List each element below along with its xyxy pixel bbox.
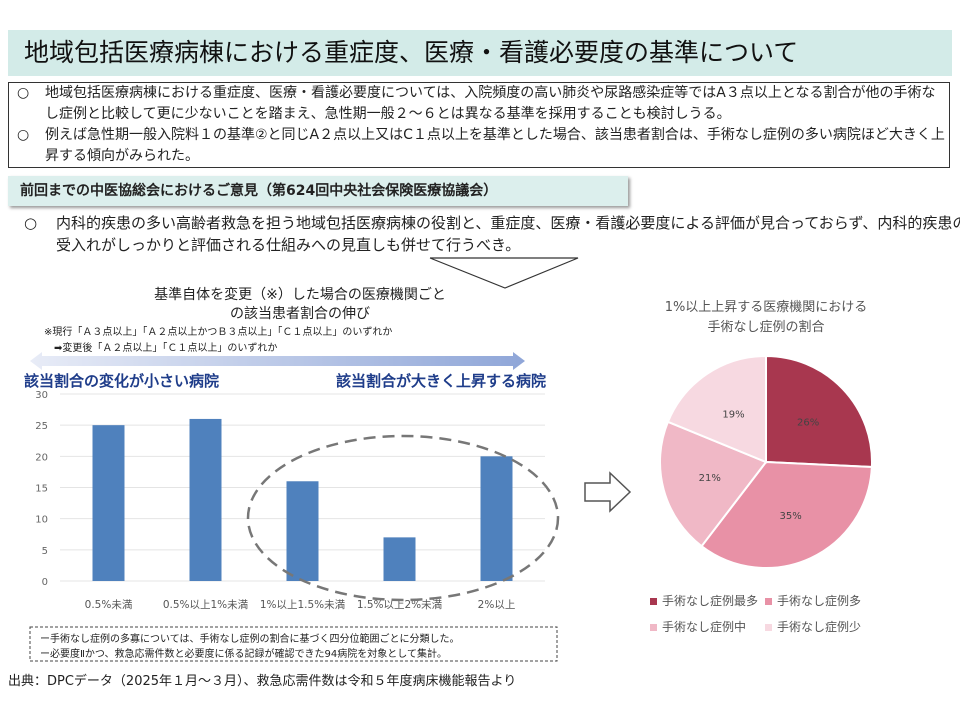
hollow-arrow-icon xyxy=(584,471,632,513)
pie-value-label: 35% xyxy=(779,511,801,522)
y-tick-label: 0 xyxy=(42,577,48,588)
y-tick-label: 15 xyxy=(35,484,48,495)
legend-item: 手術なし症例中 xyxy=(650,618,746,635)
bar-chart: 0 5 10 15 20 25 30 0.5%未満 0.5%以上1%未満 1%以上1.5%未満 1.… xyxy=(35,390,545,611)
y-tick-label: 20 xyxy=(35,452,48,463)
x-tick-label: 0.5%以上1%未満 xyxy=(163,599,249,611)
pie-slice xyxy=(659,420,768,548)
bullet-marker: ○ xyxy=(24,214,38,232)
bullet-marker: ○ xyxy=(17,85,30,101)
y-tick-label: 5 xyxy=(42,546,48,557)
opinion-item: ○ 内科的疾患の多い高齢者救急を担う地域包括医療病棟の役割と、重症度、医療・看護必… xyxy=(20,212,960,256)
x-tick-label: 2%以上 xyxy=(478,599,516,611)
pie-title: 手術なし症例の割合 xyxy=(707,320,825,335)
bar-chart-title: の該当患者割合の伸び xyxy=(230,306,370,322)
criteria-note: ※現行「Ａ３点以上」「Ａ２点以上かつＢ３点以上」「Ｃ１点以上」のいずれか xyxy=(44,327,393,338)
criteria-note: ➡変更後「Ａ２点以上」「Ｃ１点以上」のいずれか xyxy=(54,343,278,354)
pie-value-label: 26% xyxy=(797,418,819,429)
x-tick-label: 0.5%未満 xyxy=(85,599,133,611)
y-tick-label: 30 xyxy=(35,390,48,401)
summary-box: ○ 地域包括医療病棟における重症度、医療・看護必要度については、入院頻度の高い肺炎… xyxy=(8,82,950,168)
legend-item: 手術なし症例多 xyxy=(765,592,861,609)
summary-item: ○ 例えば急性期一般入院料１の基準②と同じA２点以上又はC１点以上を基準とした場合… xyxy=(9,125,949,167)
bar xyxy=(189,418,222,581)
bar xyxy=(92,425,125,581)
legend-item: 手術なし症例少 xyxy=(765,618,861,635)
legend-label: 手術なし症例少 xyxy=(777,620,862,634)
bar xyxy=(286,481,319,581)
page-title: 地域包括医療病棟における重症度、医療・看護必要度の基準について xyxy=(8,30,952,76)
y-tick-label: 25 xyxy=(35,421,48,432)
x-tick-label: 1%以上1.5%未満 xyxy=(260,599,346,611)
opinion-text: 内科的疾患の多い高齢者救急を担う地域包括医療病棟の役割と、重症度、医療・看護必要… xyxy=(56,214,960,254)
right-axis-label: 該当割合が大きく上昇する病院 xyxy=(336,372,547,390)
legend-label: 手術なし症例多 xyxy=(777,594,862,608)
pie-slice xyxy=(666,354,767,464)
pie-slice xyxy=(765,354,873,468)
summary-text: 地域包括医療病棟における重症度、医療・看護必要度については、入院頻度の高い肺炎や… xyxy=(45,85,936,122)
pie-value-label: 19% xyxy=(722,410,744,421)
pie-value-label: 21% xyxy=(699,473,721,484)
legend-item: 手術なし症例最多 xyxy=(650,592,758,609)
bar xyxy=(480,456,513,581)
left-axis-label: 該当割合の変化が小さい病院 xyxy=(24,372,220,390)
double-arrow-icon xyxy=(30,352,525,370)
x-tick-label: 1.5%以上2%未満 xyxy=(357,599,443,611)
bullet-marker: ○ xyxy=(17,127,30,143)
pie-slice xyxy=(700,460,873,569)
bar xyxy=(383,537,416,581)
highlight-ellipse xyxy=(246,434,560,602)
legend-label: 手術なし症例最多 xyxy=(662,594,759,608)
legend-swatch xyxy=(650,624,657,631)
footnote: ー手術なし症例の多寡については、手術なし症例の割合に基づく四分位範囲ごとに分類し… xyxy=(40,634,460,645)
source-note: 出典：DPCデータ（2025年１月～３月）、救急応需件数は令和５年度病床機能報告… xyxy=(8,674,517,689)
y-tick-label: 10 xyxy=(35,515,48,526)
legend-swatch xyxy=(765,598,772,605)
opinions-heading: 前回までの中医協総会におけるご意見（第624回中央社会保険医療協議会） xyxy=(8,176,628,206)
summary-text: 例えば急性期一般入院料１の基準②と同じA２点以上又はC１点以上を基準とした場合、… xyxy=(45,127,945,164)
pie-title: 1%以上上昇する医療機関における xyxy=(664,300,868,315)
bar-chart-title: 基準自体を変更（※）した場合の医療機関ごと xyxy=(154,287,446,303)
legend-swatch xyxy=(765,624,772,631)
down-arrow-icon xyxy=(429,257,579,289)
footnote-box xyxy=(29,626,558,662)
summary-item: ○ 地域包括医療病棟における重症度、医療・看護必要度については、入院頻度の高い肺炎… xyxy=(9,83,949,125)
pie-chart: 26% 35% 21% 19% xyxy=(659,354,873,569)
legend-label: 手術なし症例中 xyxy=(662,620,747,634)
footnote: ー必要度Ⅱかつ、救急応需件数と必要度に係る記録が確認できた94病院を対象として集… xyxy=(40,649,447,660)
legend-swatch xyxy=(650,598,657,605)
